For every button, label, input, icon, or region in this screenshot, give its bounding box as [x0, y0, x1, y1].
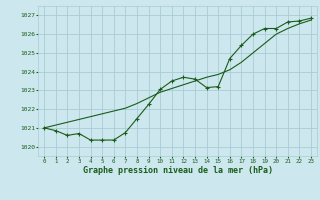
X-axis label: Graphe pression niveau de la mer (hPa): Graphe pression niveau de la mer (hPa)	[83, 166, 273, 175]
